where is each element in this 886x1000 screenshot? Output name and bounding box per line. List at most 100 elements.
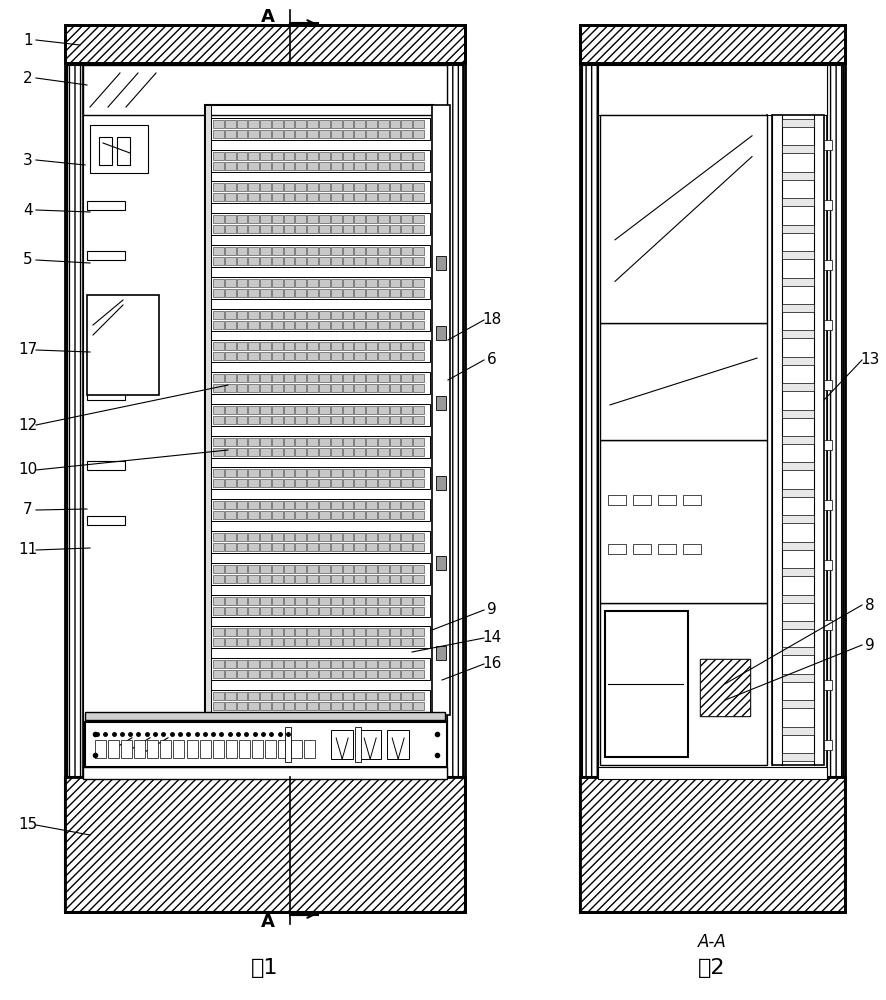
Bar bbox=[248, 575, 259, 583]
Bar bbox=[260, 384, 270, 392]
Bar bbox=[307, 628, 318, 636]
Bar bbox=[354, 727, 361, 762]
Bar bbox=[354, 384, 365, 392]
Bar bbox=[330, 374, 341, 382]
Bar bbox=[121, 740, 132, 758]
Bar bbox=[248, 501, 259, 509]
Bar bbox=[295, 533, 306, 541]
Bar bbox=[307, 342, 318, 350]
Bar bbox=[291, 740, 302, 758]
Bar bbox=[354, 215, 365, 223]
Bar bbox=[260, 670, 270, 678]
Bar bbox=[377, 575, 388, 583]
Bar bbox=[237, 321, 247, 329]
Bar bbox=[272, 130, 283, 138]
Bar bbox=[781, 145, 813, 153]
Bar bbox=[342, 225, 353, 233]
Bar bbox=[260, 406, 270, 414]
Bar bbox=[330, 607, 341, 615]
Bar bbox=[224, 628, 236, 636]
Bar bbox=[307, 130, 318, 138]
Bar bbox=[366, 279, 377, 287]
Bar bbox=[272, 120, 283, 128]
Bar bbox=[225, 740, 237, 758]
Bar bbox=[277, 740, 289, 758]
Bar bbox=[389, 638, 400, 646]
Bar bbox=[330, 692, 341, 700]
Bar bbox=[342, 670, 353, 678]
Bar bbox=[213, 257, 223, 265]
Bar bbox=[389, 342, 400, 350]
Bar bbox=[237, 152, 247, 160]
Bar bbox=[377, 406, 388, 414]
Bar bbox=[207, 372, 430, 394]
Bar bbox=[295, 120, 306, 128]
Bar bbox=[260, 130, 270, 138]
Bar bbox=[431, 105, 449, 715]
Bar bbox=[389, 152, 400, 160]
Bar bbox=[366, 660, 377, 668]
Bar bbox=[237, 533, 247, 541]
Bar bbox=[781, 621, 813, 629]
Bar bbox=[307, 311, 318, 319]
Bar bbox=[447, 65, 462, 910]
Bar bbox=[272, 321, 283, 329]
Bar bbox=[401, 152, 412, 160]
Bar bbox=[413, 183, 424, 191]
Text: 11: 11 bbox=[19, 542, 37, 558]
Bar bbox=[354, 247, 365, 255]
Bar bbox=[377, 215, 388, 223]
Bar bbox=[330, 257, 341, 265]
Bar bbox=[237, 289, 247, 297]
Bar bbox=[781, 568, 813, 576]
Bar bbox=[207, 499, 430, 521]
Bar bbox=[319, 438, 330, 446]
Bar bbox=[213, 247, 223, 255]
Bar bbox=[307, 120, 318, 128]
Bar bbox=[237, 225, 247, 233]
Bar bbox=[224, 692, 236, 700]
Bar bbox=[237, 162, 247, 170]
Bar bbox=[354, 311, 365, 319]
Bar bbox=[260, 289, 270, 297]
Bar bbox=[284, 727, 291, 762]
Bar bbox=[272, 448, 283, 456]
Bar bbox=[342, 130, 353, 138]
Bar bbox=[319, 289, 330, 297]
Bar bbox=[83, 767, 447, 779]
Text: 9: 9 bbox=[486, 602, 496, 617]
Bar bbox=[377, 193, 388, 201]
Bar bbox=[87, 295, 159, 395]
Bar bbox=[401, 321, 412, 329]
Bar bbox=[436, 256, 446, 270]
Bar bbox=[272, 374, 283, 382]
Bar bbox=[307, 193, 318, 201]
Bar bbox=[224, 162, 236, 170]
Bar bbox=[207, 118, 430, 140]
Bar bbox=[401, 289, 412, 297]
Bar bbox=[207, 690, 430, 712]
Bar bbox=[330, 193, 341, 201]
Bar bbox=[354, 607, 365, 615]
Bar bbox=[248, 225, 259, 233]
Bar bbox=[248, 193, 259, 201]
Bar bbox=[366, 289, 377, 297]
Bar bbox=[295, 607, 306, 615]
Bar bbox=[366, 257, 377, 265]
Bar bbox=[248, 247, 259, 255]
Bar bbox=[377, 279, 388, 287]
Bar bbox=[389, 479, 400, 487]
Bar bbox=[213, 438, 223, 446]
Bar bbox=[319, 406, 330, 414]
Bar bbox=[307, 638, 318, 646]
Bar bbox=[237, 247, 247, 255]
Bar bbox=[401, 628, 412, 636]
Bar bbox=[319, 660, 330, 668]
Bar bbox=[781, 251, 813, 259]
Bar bbox=[342, 311, 353, 319]
Bar bbox=[213, 533, 223, 541]
Bar bbox=[389, 130, 400, 138]
Bar bbox=[295, 565, 306, 573]
Bar bbox=[389, 607, 400, 615]
Bar bbox=[413, 416, 424, 424]
